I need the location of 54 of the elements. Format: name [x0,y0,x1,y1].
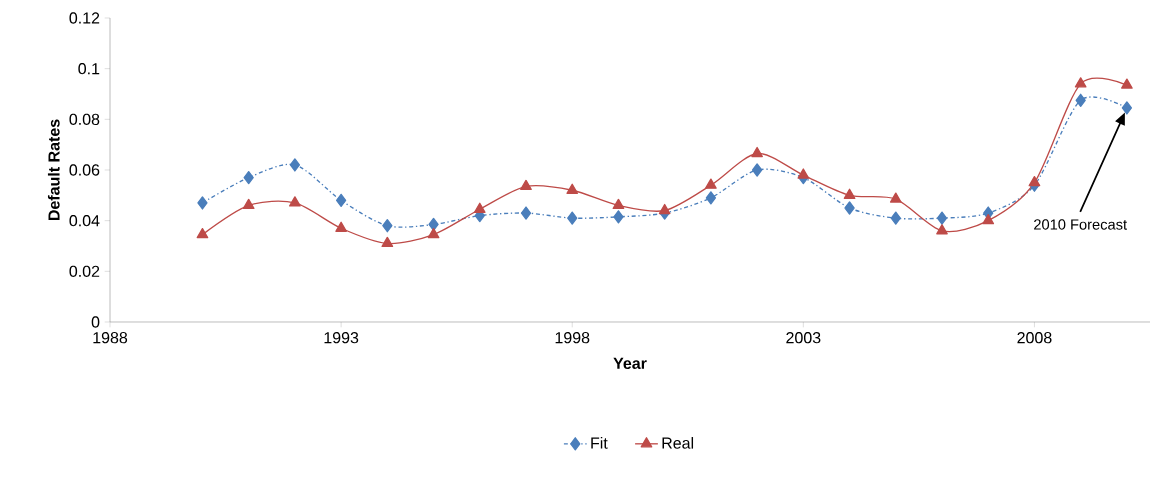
point [335,221,347,232]
y-axis-title: Default Rates [47,119,60,221]
point [705,178,717,189]
point [196,227,209,239]
legend-label: Fit [591,437,608,449]
point [242,198,255,210]
x-tick-label: 2003 [786,332,821,344]
point [844,201,855,215]
point [613,210,624,224]
y-tick-label: 0.04 [69,215,100,227]
point [197,196,208,210]
point [1074,77,1087,88]
point [520,206,532,220]
annotation: 2010 Forecast [1034,219,1127,230]
point [612,198,625,210]
y-tick-label: 0 [91,316,100,328]
point [335,193,347,208]
point [751,163,763,177]
point [567,211,578,225]
point [289,196,301,207]
y-tick-label: 0.12 [69,12,100,24]
point [473,202,486,213]
point [936,211,948,225]
point [936,224,948,235]
point [1121,78,1133,89]
point [566,183,579,194]
point [1075,93,1086,107]
y-tick-label: 0.06 [69,164,100,176]
legend-label: Real [662,437,694,449]
point [889,192,902,203]
point [289,158,301,172]
y-tick-label: 0.02 [69,265,100,277]
point [1028,175,1041,187]
x-tick-label: 1993 [324,332,359,344]
point [520,179,532,191]
y-tick-label: 0.08 [69,113,100,125]
point [658,203,671,215]
point [381,236,394,248]
point [1121,101,1133,115]
point [243,170,254,185]
y-tick-label: 0.1 [78,63,100,75]
point [428,217,439,232]
x-tick-label: 1988 [93,332,128,344]
point [751,146,763,158]
point [797,168,810,179]
x-axis-title: Year [613,357,647,369]
point [382,219,393,233]
point [705,191,717,205]
x-tick-label: 1998 [555,332,590,344]
point [843,188,856,199]
point [982,213,995,225]
x-tick-label: 2008 [1017,332,1052,344]
point [890,211,901,225]
point [427,227,440,239]
